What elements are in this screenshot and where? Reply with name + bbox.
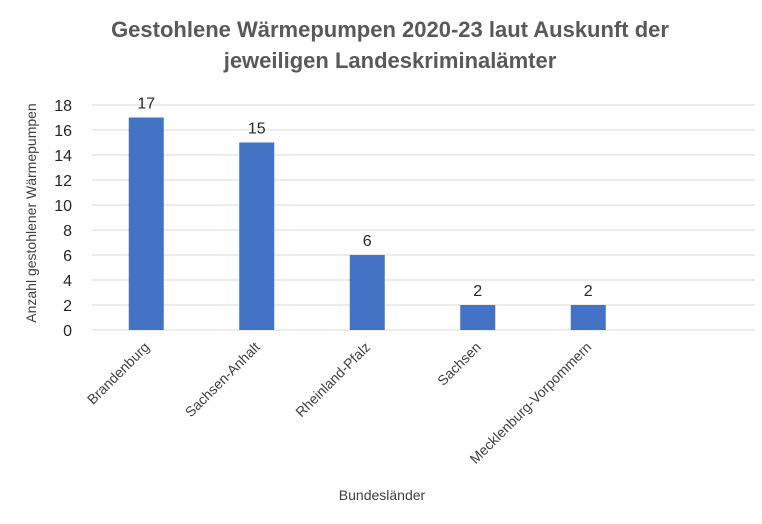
x-category-label: Brandenburg <box>84 339 153 408</box>
x-category-label: Mecklenburg-Vorpommern <box>466 339 594 467</box>
y-tick-label: 8 <box>63 223 72 240</box>
bar-sachsen-anhalt <box>239 142 275 330</box>
y-tick-label: 0 <box>63 323 72 340</box>
bar-mecklenburg-vorpommern <box>570 305 606 330</box>
x-category-label: Sachsen-Anhalt <box>182 339 263 420</box>
bar-sachsen <box>460 305 496 330</box>
data-label: 15 <box>248 121 266 138</box>
y-tick-label: 12 <box>54 173 72 190</box>
y-tick-label: 14 <box>54 148 72 165</box>
data-label: 2 <box>473 283 482 300</box>
y-tick-label: 4 <box>63 273 72 290</box>
y-tick-label: 16 <box>54 123 72 140</box>
x-category-label: Sachsen <box>434 339 484 389</box>
chart-title-line-2: jeweiligen Landeskriminalämter <box>223 48 557 73</box>
y-tick-label: 10 <box>54 198 72 215</box>
y-axis-ticks: 0 2 4 6 8 10 12 14 16 18 <box>54 98 72 340</box>
bar-rheinland-pfalz <box>349 255 385 330</box>
y-axis-title: Anzahl gestohlener Wärmepumpen <box>23 103 39 322</box>
y-tick-label: 2 <box>63 298 72 315</box>
bars <box>128 117 606 330</box>
data-label: 6 <box>363 233 372 250</box>
x-axis-categories: Brandenburg Sachsen-Anhalt Rheinland-Pfalz… <box>84 339 595 467</box>
data-label: 17 <box>137 96 155 113</box>
chart-title-line-1: Gestohlene Wärmepumpen 2020-23 laut Ausk… <box>111 17 669 42</box>
y-tick-label: 18 <box>54 98 72 115</box>
bar-brandenburg <box>128 117 164 330</box>
x-category-label: Rheinland-Pfalz <box>292 339 373 420</box>
data-label: 2 <box>584 283 593 300</box>
data-labels: 17 15 6 2 2 <box>137 96 592 301</box>
gridlines <box>92 104 755 331</box>
y-tick-label: 6 <box>63 248 72 265</box>
x-axis-title: Bundesländer <box>339 487 426 503</box>
